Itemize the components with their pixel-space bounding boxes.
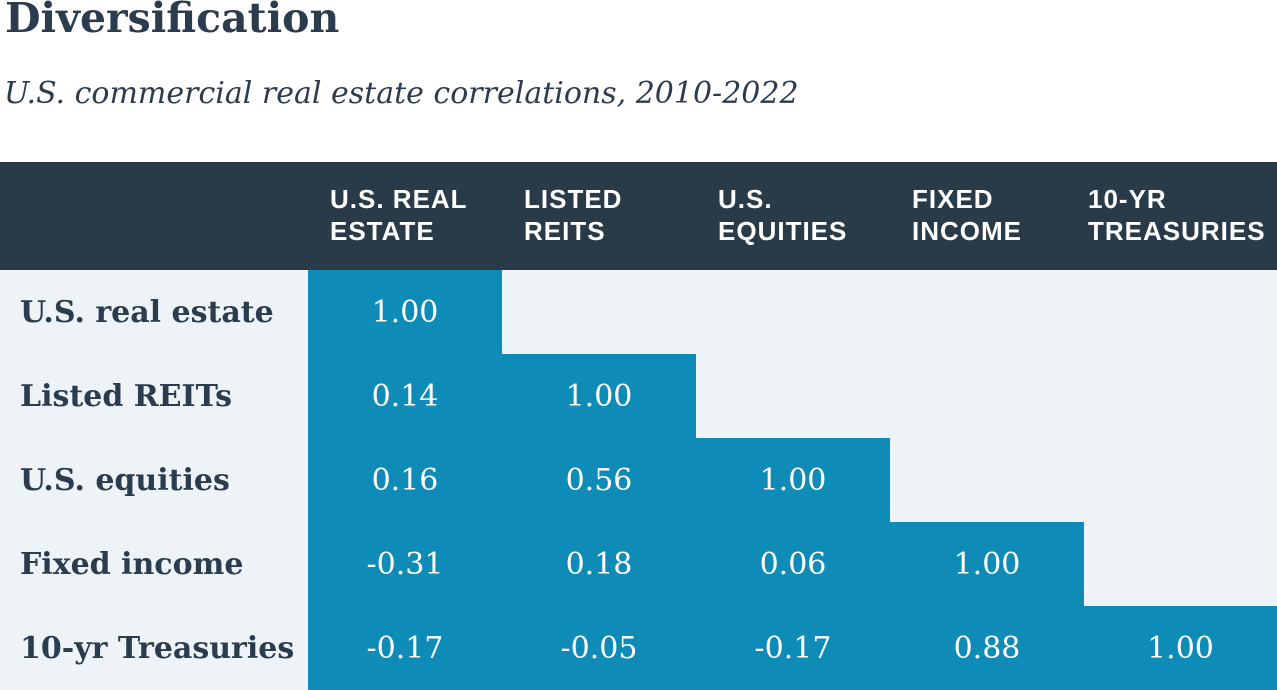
correlation-cell-empty — [696, 270, 890, 354]
row-label-us-equities: U.S. equities — [20, 462, 230, 498]
page-subtitle: U.S. commercial real estate correlations… — [4, 76, 799, 111]
correlation-cell: 0.88 — [890, 606, 1084, 690]
table-row: Listed REITs 0.14 1.00 — [0, 354, 1277, 438]
correlation-cell-empty — [502, 270, 696, 354]
correlation-cell-empty — [1084, 438, 1277, 522]
row-label-10yr-treasuries: 10-yr Treasuries — [20, 630, 295, 666]
correlation-cell: 1.00 — [308, 270, 502, 354]
correlation-cell: -0.31 — [308, 522, 502, 606]
column-header-fixed-income: FIXED INCOME — [912, 184, 1022, 246]
correlation-cell: 1.00 — [696, 438, 890, 522]
column-header-10yr-treasuries: 10-YR TREASURIES — [1088, 184, 1266, 246]
correlation-cell: 1.00 — [890, 522, 1084, 606]
correlation-cell-empty — [890, 438, 1084, 522]
correlation-cell: -0.17 — [308, 606, 502, 690]
correlation-cell-empty — [1084, 270, 1277, 354]
correlation-cell: 0.16 — [308, 438, 502, 522]
table-row: U.S. equities 0.16 0.56 1.00 — [0, 438, 1277, 522]
correlation-cell-empty — [890, 270, 1084, 354]
correlation-cell: 1.00 — [1084, 606, 1277, 690]
column-header-us-equities: U.S. EQUITIES — [718, 184, 848, 246]
correlation-cell: 1.00 — [502, 354, 696, 438]
correlation-cell-empty — [696, 354, 890, 438]
table-row: 10-yr Treasuries -0.17 -0.05 -0.17 0.88 … — [0, 606, 1277, 690]
table-row: Fixed income -0.31 0.18 0.06 1.00 — [0, 522, 1277, 606]
correlation-cell: 0.18 — [502, 522, 696, 606]
row-label-listed-reits: Listed REITs — [20, 378, 233, 414]
correlation-cell-empty — [1084, 354, 1277, 438]
correlation-cell: 0.14 — [308, 354, 502, 438]
correlation-cell-empty — [1084, 522, 1277, 606]
row-label-fixed-income: Fixed income — [20, 546, 244, 582]
column-header-listed-reits: LISTED REITS — [524, 184, 623, 246]
correlation-cell-empty — [890, 354, 1084, 438]
table-header-row: U.S. REAL ESTATE LISTED REITS U.S. EQUIT… — [0, 162, 1277, 270]
row-label-us-real-estate: U.S. real estate — [20, 294, 274, 330]
correlation-matrix-table: U.S. REAL ESTATE LISTED REITS U.S. EQUIT… — [0, 162, 1277, 690]
correlation-cell: -0.05 — [502, 606, 696, 690]
table-row: U.S. real estate 1.00 — [0, 270, 1277, 354]
correlation-cell: -0.17 — [696, 606, 890, 690]
correlation-cell: 0.06 — [696, 522, 890, 606]
correlation-cell: 0.56 — [502, 438, 696, 522]
column-header-us-real-estate: U.S. REAL ESTATE — [330, 184, 468, 246]
page-title: Diversification — [5, 0, 340, 42]
